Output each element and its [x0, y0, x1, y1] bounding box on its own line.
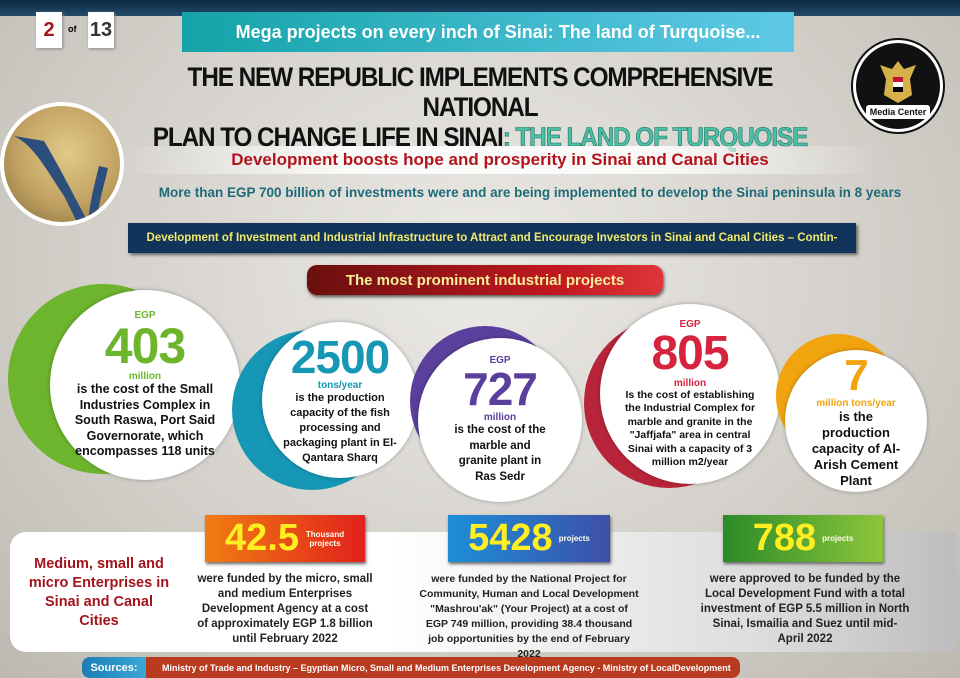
sources-bar: Sources: Ministry of Trade and Industry … — [82, 657, 740, 678]
project-prefix: EGP — [134, 310, 156, 322]
section-banner: Development of Investment and Industrial… — [128, 223, 856, 253]
project-value: 2500 — [290, 331, 390, 383]
stat-value: 5428 — [468, 517, 553, 559]
subtitle: Development boosts hope and prosperity i… — [120, 146, 880, 174]
project-unit: million tons/year — [816, 397, 896, 409]
top-banner: Mega projects on every inch of Sinai: Th… — [182, 12, 794, 52]
project-card-2: 2500 tons/year is the production capacit… — [262, 322, 418, 478]
sme-stat-desc-2: were funded by the National Project for … — [419, 573, 639, 660]
project-card-4: EGP 805 million Is the cost of establish… — [600, 304, 780, 484]
sources-text: Ministry of Trade and Industry – Egyptia… — [162, 662, 731, 673]
stat-value: 788 — [752, 517, 817, 559]
eagle-emblem-icon — [866, 61, 930, 119]
project-unit: million — [483, 412, 517, 423]
page-current: 2 — [36, 12, 62, 48]
sme-stat-desc-1: were funded by the micro, small and medi… — [197, 573, 373, 645]
project-value: 403 — [104, 318, 186, 375]
page-of-label: of — [68, 24, 77, 34]
sme-stat-box-3: 788 projects — [723, 515, 883, 562]
sme-stat-box-1: 42.5 Thousand projects — [205, 515, 365, 562]
stat-value: 42.5 — [225, 517, 299, 559]
sme-stat-box-2: 5428 projects — [448, 515, 610, 562]
project-desc: is the cost of the Small Industries Comp… — [74, 382, 216, 459]
project-unit: tons/year — [317, 380, 363, 391]
project-value: 727 — [463, 363, 538, 415]
title-separator: : — [502, 122, 511, 153]
project-unit: million — [128, 371, 162, 383]
page-title: THE NEW REPUBLIC IMPLEMENTS COMPREHENSIV… — [138, 62, 822, 152]
stat-unit: projects — [822, 534, 854, 543]
project-card-3: EGP 727 million is the cost of the marbl… — [418, 338, 582, 502]
project-desc: is the production capacity of Al-Arish C… — [811, 408, 901, 488]
project-desc: is the production capacity of the fish p… — [283, 392, 397, 464]
project-prefix: EGP — [489, 355, 511, 366]
project-desc: is the cost of the marble and granite pl… — [454, 424, 546, 483]
sme-stat-desc-3: were approved to be funded by the Local … — [700, 573, 910, 645]
project-value: 805 — [651, 326, 729, 380]
project-desc: Is the cost of establishing the Industri… — [624, 388, 756, 469]
title-line-1: THE NEW REPUBLIC IMPLEMENTS COMPREHENSIV… — [187, 62, 774, 122]
project-card-1: EGP 403 million is the cost of the Small… — [50, 290, 240, 480]
project-prefix: EGP — [679, 318, 701, 330]
seal-label: Media Center — [869, 107, 927, 117]
sources-label: Sources: — [82, 657, 146, 678]
project-card-5: 7 million tons/year is the production ca… — [785, 350, 927, 492]
project-value: 7 — [844, 350, 869, 400]
stat-unit: projects — [558, 534, 590, 543]
sme-label: Medium, small and micro Enterprises in S… — [28, 556, 170, 629]
investment-note: More than EGP 700 billion of investments… — [158, 185, 902, 200]
stat-unit: Thousand projects — [305, 529, 345, 548]
projects-heading: The most prominent industrial projects — [307, 265, 663, 295]
page-total: 13 — [88, 12, 114, 48]
sinai-map-image — [0, 102, 124, 226]
media-center-seal-logo: Media Center — [853, 40, 943, 132]
project-unit: million — [673, 377, 707, 389]
